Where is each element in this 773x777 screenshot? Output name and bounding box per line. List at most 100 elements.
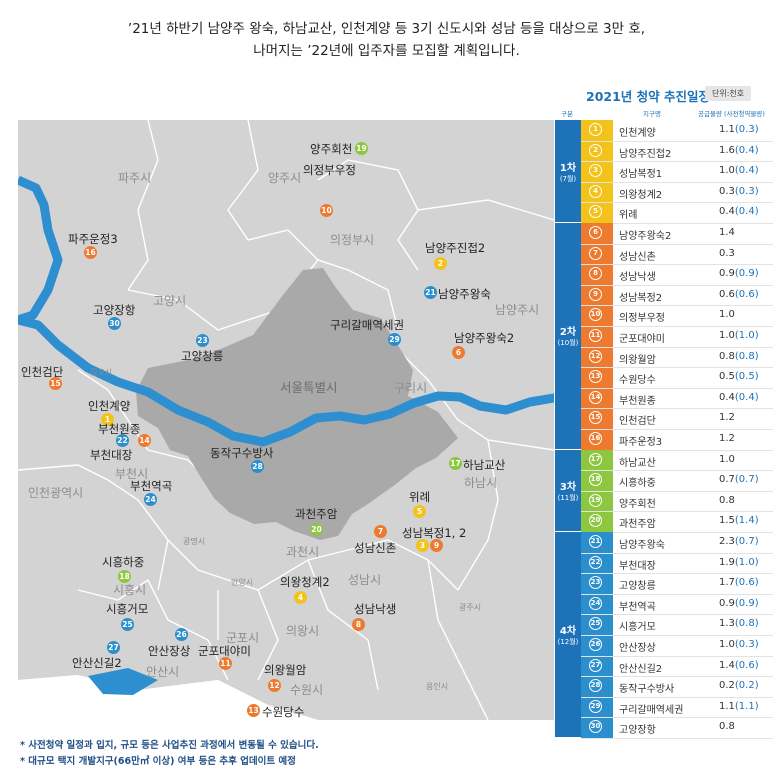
site-marker-24[interactable]: 24 [144,493,157,506]
schedule-row[interactable]: 5 위례 0.4(0.4) [581,202,773,224]
site-marker-28[interactable]: 28 [251,460,264,473]
site-marker-15[interactable]: 15 [49,377,62,390]
schedule-row[interactable]: 14 부천원종 0.4(0.4) [581,388,773,410]
pre-subscription-value: (1.0) [734,330,759,341]
site-label-19: 양주회천 [310,142,353,156]
site-marker-19[interactable]: 19 [355,142,368,155]
schedule-row[interactable]: 2 남양주진접2 1.6(0.4) [581,141,773,163]
site-name: 성남낙생 [619,272,656,284]
site-number-badge: 2 [589,143,602,157]
site-marker-8[interactable]: 8 [352,618,365,631]
site-number-badge: 22 [589,555,602,569]
pre-subscription-value: (0.8) [734,618,759,630]
site-marker-18[interactable]: 18 [118,570,131,583]
schedule-row[interactable]: 10 의정부우정 1.0 [581,305,773,327]
schedule-row[interactable]: 11 군포대야미 1.0(1.0) [581,326,773,348]
schedule-row[interactable]: 28 동작구수방사 0.2(0.2) [581,676,773,698]
schedule-row[interactable]: 4 의왕청계2 0.3(0.3) [581,182,773,204]
supply-value: 1.0(0.4) [719,165,759,177]
site-marker-29[interactable]: 29 [388,333,401,346]
supply-value: 0.9(0.9) [719,597,759,609]
schedule-row[interactable]: 26 안산장상 1.0(0.3) [581,635,773,657]
schedule-row[interactable]: 8 성남낙생 0.9(0.9) [581,264,773,286]
supply-value: 0.7(0.7) [719,474,759,486]
site-marker-12[interactable]: 12 [268,679,281,692]
map[interactable]: 파주시 양주시 의정부시 고양시 남양주시 서울특별시 구리시 김포시 부천시 … [18,120,554,720]
schedule-row[interactable]: 3 성남복정1 1.0(0.4) [581,161,773,183]
schedule-row[interactable]: 16 파주운정3 1.2 [581,429,773,451]
site-marker-17[interactable]: 17 [449,457,462,470]
region-paju: 파주시 [118,171,152,185]
site-label-11: 군포대야미 [198,644,251,658]
schedule-group-4: 4차 (12월) [555,532,581,738]
schedule-row[interactable]: 9 성남복정2 0.6(0.6) [581,285,773,307]
schedule-row[interactable]: 24 부천역곡 0.9(0.9) [581,594,773,616]
schedule-row[interactable]: 20 과천주암 1.5(1.4) [581,511,773,533]
site-marker-21[interactable]: 21 [424,286,437,299]
site-name: 파주운정3 [619,437,663,448]
site-marker-26[interactable]: 26 [175,628,188,641]
supply-value: 0.5(0.5) [719,371,759,383]
map-base [18,120,554,720]
site-marker-22[interactable]: 22 [116,434,129,447]
schedule-row[interactable]: 15 인천검단 1.2 [581,408,773,430]
site-marker-9[interactable]: 9 [430,539,443,552]
schedule-row[interactable]: 22 부천대장 1.9(1.0) [581,553,773,575]
schedule-row[interactable]: 13 수원당수 0.5(0.5) [581,367,773,389]
site-name: 성남복정2 [619,292,663,304]
region-suwon: 수원시 [290,683,324,697]
site-marker-13[interactable]: 13 [247,704,260,717]
schedule-group-month: (7월) [559,174,577,183]
supply-value: 1.5(1.4) [719,515,759,527]
schedule-row[interactable]: 30 고양장항 0.8 [581,717,773,739]
site-marker-14[interactable]: 14 [138,434,151,447]
pre-subscription-value: (1.0) [734,556,759,568]
schedule-row[interactable]: 1 인천계양 1.1(0.3) [581,120,773,142]
site-label-29: 구리갈매역세권 [330,318,405,332]
site-marker-20[interactable]: 20 [310,523,323,536]
headline-line-2: 나머지는 ’22년에 입주자를 모집할 계획입니다. [253,43,520,59]
site-marker-27[interactable]: 27 [107,641,120,654]
schedule-row[interactable]: 17 하남교산 1.0 [581,450,773,472]
schedule-row[interactable]: 18 시흥하중 0.7(0.7) [581,470,773,492]
footnote-2: * 대규모 택지 개발지구(66만㎡ 이상) 여부 등은 추후 업데이트 예정 [20,756,296,767]
region-seongnam: 성남시 [348,573,382,587]
schedule-row[interactable]: 27 안산신길2 1.4(0.6) [581,656,773,678]
schedule-row[interactable]: 12 의왕월암 0.8(0.8) [581,347,773,369]
site-marker-7[interactable]: 7 [374,525,387,538]
schedule-group-2: 2차 (10월) [555,223,581,450]
schedule-row[interactable]: 29 구리갈매역세권 1.1(1.1) [581,697,773,719]
site-name: 위례 [619,210,638,222]
site-marker-4[interactable]: 4 [294,591,307,604]
supply-value: 1.9(1.0) [719,556,759,568]
region-gimpo: 김포시 [90,368,113,377]
site-marker-23[interactable]: 23 [196,334,209,347]
schedule-row[interactable]: 7 성남신촌 0.3 [581,244,773,266]
site-marker-16[interactable]: 16 [84,246,97,259]
site-marker-1[interactable]: 1 [101,413,114,426]
schedule-row[interactable]: 19 양주회천 0.8 [581,491,773,513]
schedule-row[interactable]: 23 고양창릉 1.7(0.6) [581,573,773,595]
site-name: 안산신길2 [619,663,663,675]
supply-value: 1.0 [719,453,735,465]
site-marker-25[interactable]: 25 [121,618,134,631]
site-marker-11[interactable]: 11 [219,657,232,670]
schedule-row[interactable]: 25 시흥거모 1.3(0.8) [581,614,773,636]
schedule-row[interactable]: 6 남양주왕숙2 1.4 [581,223,773,245]
schedule-group-month: (10월) [557,339,579,348]
site-marker-6[interactable]: 6 [452,346,465,359]
site-marker-30[interactable]: 30 [108,317,121,330]
pre-subscription-value: (0.9) [734,597,759,609]
supply-value: 0.6(0.6) [719,288,759,300]
headline-line-1: ’21년 하반기 남양주 왕숙, 하남교산, 인천계양 등 3기 신도시와 성남… [127,21,646,37]
site-marker-2[interactable]: 2 [434,257,447,270]
schedule-group-3: 3차 (11월) [555,449,581,532]
site-number-badge: 7 [589,246,602,260]
schedule-row[interactable]: 21 남양주왕숙 2.3(0.7) [581,532,773,554]
site-marker-5[interactable]: 5 [413,505,426,518]
header-site: 지구명 [643,110,661,118]
site-marker-3[interactable]: 3 [416,539,429,552]
schedule-group-1: 1차 (7월) [555,120,581,223]
site-name: 남양주왕숙 [619,540,665,551]
site-marker-10[interactable]: 10 [320,204,333,217]
